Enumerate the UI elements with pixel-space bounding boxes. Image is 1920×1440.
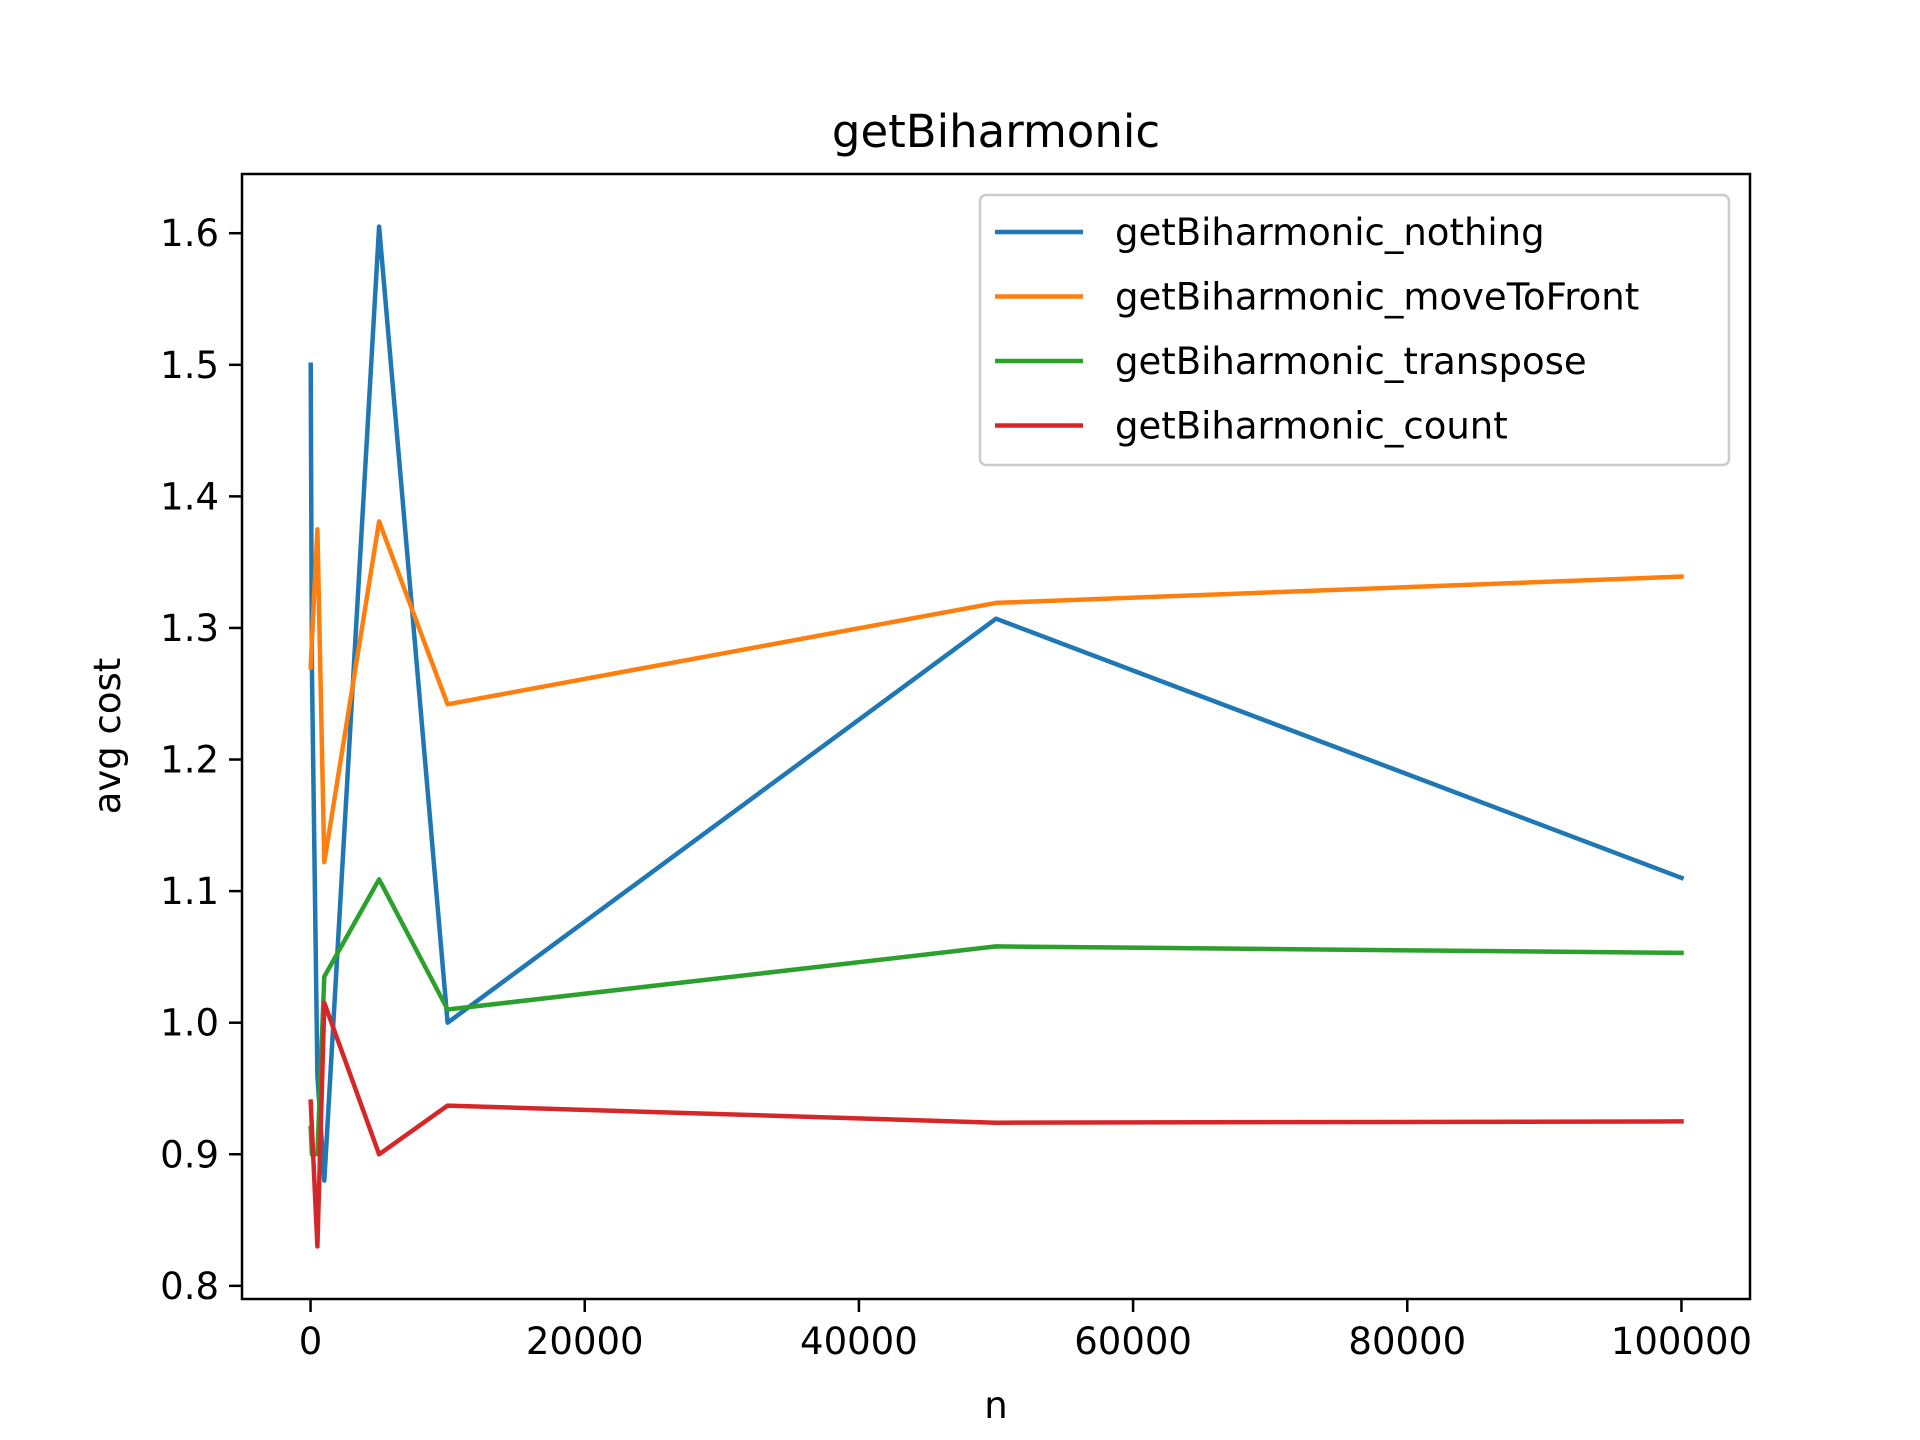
x-tick-label: 80000 <box>1348 1320 1466 1363</box>
y-tick-label: 1.3 <box>160 607 219 650</box>
series-line-getBiharmonic_count <box>308 1000 1684 1249</box>
y-tick-label: 1.0 <box>160 1002 219 1045</box>
x-tick-label: 60000 <box>1074 1320 1192 1363</box>
legend-label-getBiharmonic_nothing: getBiharmonic_nothing <box>1115 211 1545 254</box>
y-tick-label: 1.2 <box>160 739 219 782</box>
x-tick-label: 20000 <box>526 1320 644 1363</box>
plot-frame <box>240 172 1752 1301</box>
y-tick-label: 1.1 <box>160 870 219 913</box>
y-tick-label: 1.5 <box>160 344 219 387</box>
legend-label-getBiharmonic_transpose: getBiharmonic_transpose <box>1115 340 1587 383</box>
y-tick-label: 1.4 <box>160 475 219 518</box>
plot-area <box>308 224 1685 1249</box>
chart-title: getBiharmonic <box>832 105 1160 158</box>
y-axis-label: avg cost <box>86 658 129 815</box>
series-line-getBiharmonic_moveToFront <box>308 519 1684 865</box>
x-tick-label: 100000 <box>1611 1320 1752 1363</box>
axis-ticks: 0 20000 40000 60000 80000 100000 0.8 0.9 1.0 1.1 1… <box>160 212 1752 1363</box>
y-tick-label: 0.8 <box>160 1265 219 1308</box>
y-tick-label: 1.6 <box>160 212 219 255</box>
legend: getBiharmonic_nothing getBiharmonic_moveT… <box>978 193 1731 467</box>
x-axis-label: n <box>984 1384 1007 1427</box>
x-tick-label: 0 <box>299 1320 323 1363</box>
legend-box <box>978 193 1731 467</box>
x-tick-label: 40000 <box>800 1320 918 1363</box>
legend-label-getBiharmonic_count: getBiharmonic_count <box>1115 405 1508 448</box>
y-tick-label: 0.9 <box>160 1133 219 1176</box>
legend-label-getBiharmonic_moveToFront: getBiharmonic_moveToFront <box>1115 276 1639 319</box>
